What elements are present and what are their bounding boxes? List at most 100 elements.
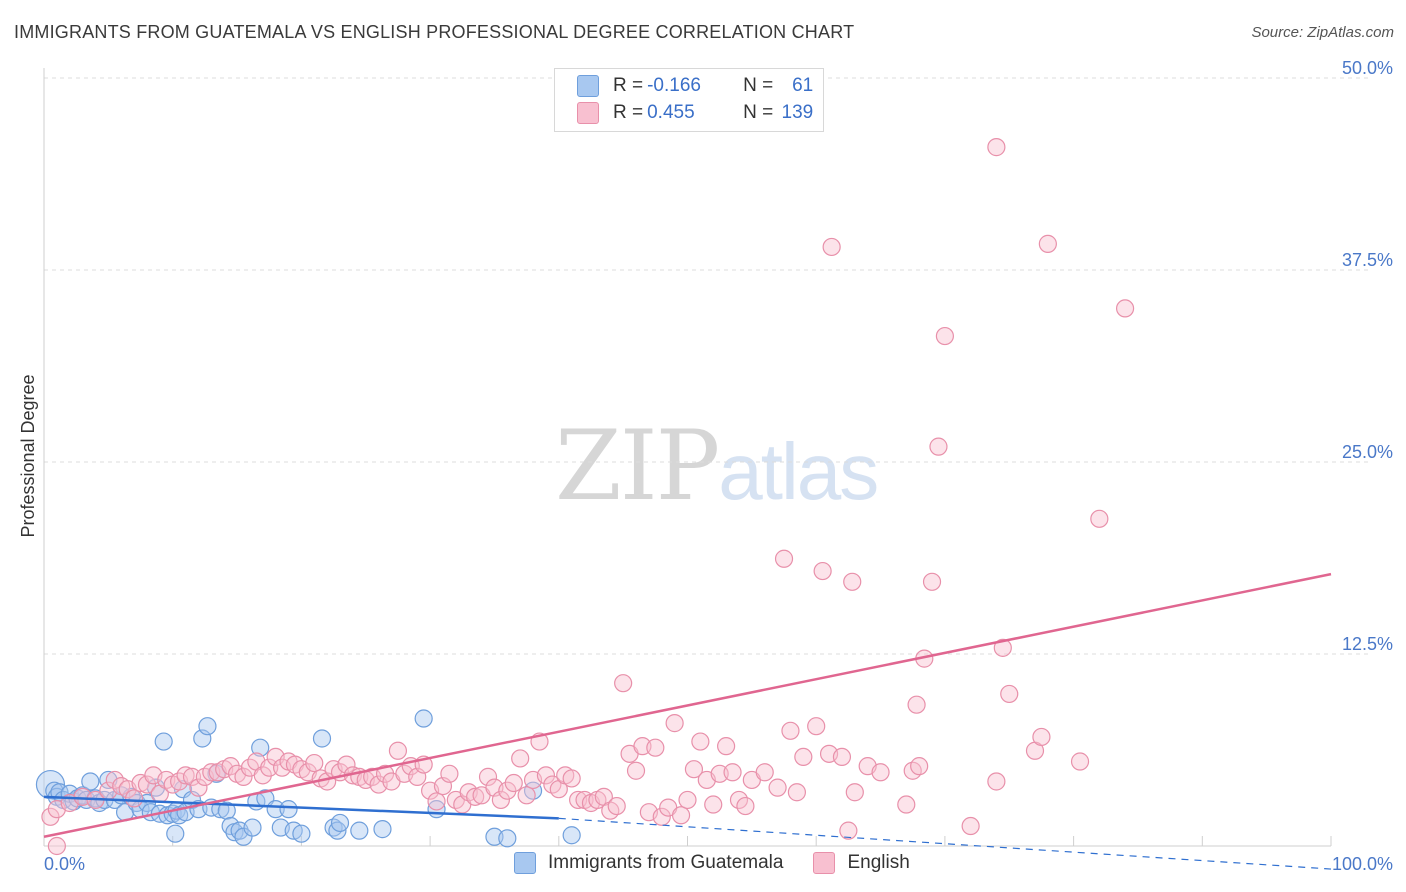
data-point-english [807, 717, 826, 736]
data-point-english [822, 237, 841, 257]
data-point-english [843, 572, 862, 591]
data-point-guatemala [330, 813, 350, 833]
legend-r-label: R = [613, 102, 644, 123]
data-point-english [388, 741, 408, 760]
data-point-english [678, 790, 697, 810]
data-point-guatemala [350, 821, 369, 840]
data-point-guatemala [312, 729, 332, 748]
data-point-english [1038, 234, 1057, 253]
data-point-english [427, 792, 446, 811]
data-point-english [536, 766, 556, 785]
legend-swatch-english [813, 852, 836, 874]
data-point-english [652, 807, 671, 826]
data-point-english [511, 749, 530, 768]
data-point-english [1115, 299, 1135, 318]
data-point-english [562, 769, 581, 788]
data-point-english [124, 789, 144, 808]
data-point-english [260, 758, 279, 777]
x-tick-label-max: 100.0% [1332, 854, 1393, 874]
data-point-guatemala [562, 826, 581, 845]
data-point-english [478, 767, 498, 786]
legend-swatch-guatemala [514, 852, 536, 874]
legend-r-value: -0.166 [647, 75, 701, 96]
data-point-english [504, 773, 523, 793]
data-point-english [794, 747, 813, 767]
data-point-guatemala [266, 800, 285, 819]
legend-r-label: R = [613, 75, 644, 96]
y-axis-title: Professional Degree [18, 374, 38, 537]
data-point-guatemala [279, 800, 298, 819]
data-point-english [176, 766, 195, 785]
data-point-guatemala [166, 824, 185, 843]
axis-labels: 0.0% 100.0% Professional Degree 12.5% 25.… [18, 58, 1393, 874]
data-point-guatemala [498, 829, 517, 848]
y-tick-label: 25.0% [1342, 442, 1393, 462]
legend-swatch-blue [577, 75, 599, 97]
data-point-guatemala [373, 820, 392, 839]
legend-label-english: English [847, 852, 910, 873]
data-point-guatemala [154, 732, 173, 751]
legend-n-value: 139 [781, 102, 814, 123]
data-point-english [871, 763, 890, 782]
legend-item-english[interactable]: English [813, 852, 910, 874]
data-point-english [1070, 752, 1090, 771]
data-point-english [234, 767, 253, 786]
watermark-atlas: atlas [718, 427, 879, 516]
data-point-english [1090, 509, 1109, 528]
trend-lines [43, 572, 1332, 870]
data-point-english [1000, 684, 1019, 704]
y-tick-label: 50.0% [1342, 58, 1393, 78]
legend-n-label: N = [743, 102, 774, 123]
data-point-english [929, 437, 948, 456]
data-point-english [987, 138, 1006, 157]
legend-row-guatemala: R = -0.166 N = 61 [577, 73, 813, 99]
data-point-english [993, 638, 1012, 657]
data-point-english [910, 757, 929, 776]
legend-item-guatemala[interactable]: Immigrants from Guatemala [514, 852, 783, 874]
data-point-english [1032, 727, 1051, 747]
data-point-english [922, 572, 942, 591]
watermark-zip: ZIP [555, 410, 720, 522]
legend-r-value: 0.455 [647, 102, 695, 123]
legend-n-label: N = [743, 75, 774, 96]
data-point-english [704, 795, 723, 814]
data-point-english [491, 790, 510, 810]
data-point-guatemala [198, 717, 217, 736]
watermark: ZIPatlas [555, 410, 879, 522]
data-point-english [182, 767, 202, 786]
y-tick-label: 37.5% [1342, 250, 1393, 270]
data-point-english [607, 796, 626, 816]
legend-row-english: R = 0.455 N = 139 [577, 100, 813, 126]
data-point-english [768, 778, 787, 797]
data-point-english [614, 674, 633, 693]
data-point-english [845, 783, 864, 802]
x-tick-label-min: 0.0% [44, 854, 85, 874]
data-point-english [305, 753, 324, 773]
data-point-english [736, 796, 755, 816]
data-point-guatemala [81, 772, 100, 791]
data-point-guatemala [243, 818, 262, 837]
data-point-english [646, 738, 665, 757]
chart-title: IMMIGRANTS FROM GUATEMALA VS ENGLISH PRO… [14, 22, 855, 42]
series-english-points [41, 138, 1135, 856]
series-legend: Immigrants from Guatemala English [514, 852, 940, 874]
axis-ticks [172, 836, 1332, 846]
data-point-guatemala [251, 738, 270, 757]
data-point-english [787, 783, 806, 802]
data-point-english [907, 695, 926, 714]
data-point-guatemala [217, 801, 236, 820]
trend-line-english [43, 572, 1332, 839]
data-point-english [684, 760, 704, 779]
legend-swatch-pink [577, 102, 599, 124]
data-point-guatemala [292, 824, 311, 843]
data-point-english [723, 763, 742, 782]
data-point-english [47, 836, 66, 856]
data-point-english [839, 821, 858, 840]
data-point-english [813, 561, 832, 581]
data-point-guatemala [414, 709, 433, 728]
grid-lines [44, 77, 1370, 655]
trend-line-guatemala [43, 795, 559, 820]
data-point-english [781, 721, 800, 740]
data-point-english [665, 714, 684, 733]
